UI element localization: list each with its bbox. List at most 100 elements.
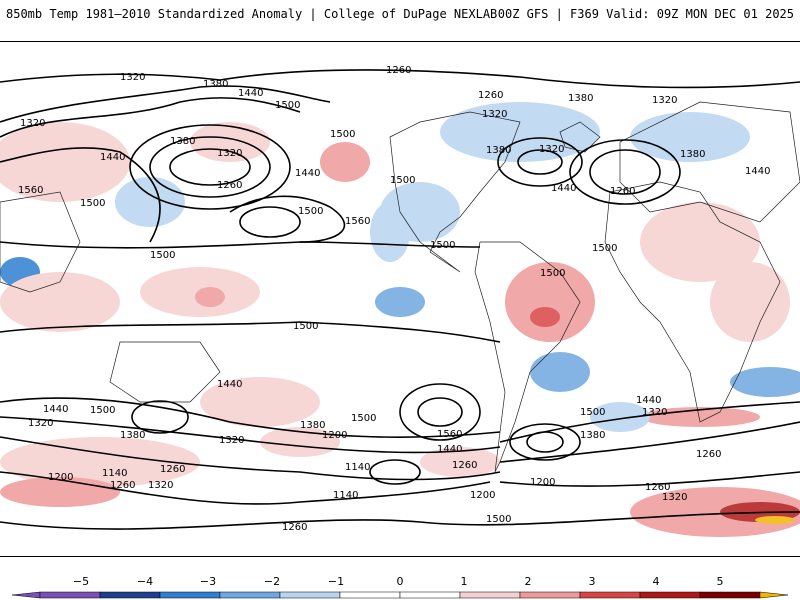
map-title: 850mb Temp 1981–2010 Standardized Anomal… [6, 7, 498, 21]
colorbar-swatch [159, 591, 221, 599]
contour-label: 1440 [100, 152, 125, 163]
contour-label: 1440 [437, 444, 462, 455]
colorbar-tick: −5 [73, 575, 89, 588]
colorbar-tick: −3 [200, 575, 216, 588]
contour-label: 1320 [219, 435, 244, 446]
contour-label: 1320 [217, 148, 242, 159]
contour-label: 1140 [345, 462, 370, 473]
contour-label: 1260 [696, 449, 721, 460]
colorbar-tick: −4 [137, 575, 153, 588]
contour-label: 1380 [680, 149, 705, 160]
contour-label: 1260 [452, 460, 477, 471]
color-scale-bar: −5 −4 −3 −2 −1 0 1 2 3 4 5 [0, 562, 800, 600]
contour-label: 1500 [150, 250, 175, 261]
contour-label: 1560 [437, 429, 462, 440]
contour-label: 1380 [300, 420, 325, 431]
contour-label: 1440 [295, 168, 320, 179]
colorbar-max-arrow [759, 591, 789, 599]
colorbar-tick: 3 [589, 575, 596, 588]
colorbar-svg: −5 −4 −3 −2 −1 0 1 2 3 4 5 [11, 575, 789, 599]
colorbar-tick: −1 [328, 575, 344, 588]
colorbar-tick-labels: −5 −4 −3 −2 −1 0 1 2 3 4 5 [73, 575, 724, 588]
contour-label: 1380 [170, 136, 195, 147]
contour-label: 1260 [217, 180, 242, 191]
colorbar-swatch [519, 591, 581, 599]
colorbar-tick: 0 [397, 575, 404, 588]
colorbar-swatch [399, 591, 461, 599]
colorbar-tick: 1 [461, 575, 468, 588]
contour-label: 1500 [330, 129, 355, 140]
contour-label: 1260 [282, 522, 307, 533]
contour-label: 1260 [478, 90, 503, 101]
contour-label: 1500 [580, 407, 605, 418]
contour-label: 1560 [18, 185, 43, 196]
contour-label: 1380 [568, 93, 593, 104]
contour-label: 1380 [203, 79, 228, 90]
contour-label: 1500 [90, 405, 115, 416]
colorbar-swatch [639, 591, 701, 599]
contour-label: 1260 [110, 480, 135, 491]
colorbar-tick: −2 [264, 575, 280, 588]
colorbar-swatch [339, 591, 401, 599]
contour-label: 1440 [43, 404, 68, 415]
contour-label: 1320 [120, 72, 145, 83]
colorbar-tick: 4 [653, 575, 660, 588]
contour-label: 1260 [160, 464, 185, 475]
contour-label: 1500 [592, 243, 617, 254]
contour-label: 1260 [386, 65, 411, 76]
world-map: 1320 1260 1380 1440 1500 1320 1380 1320 … [0, 41, 800, 557]
contour-label: 1500 [293, 321, 318, 332]
contour-label: 1320 [28, 418, 53, 429]
colorbar-min-arrow [11, 591, 41, 599]
contour-label: 1560 [345, 216, 370, 227]
contour-label: 1440 [217, 379, 242, 390]
model-valid-time: 00Z GFS | F369 Valid: 09Z MON DEC 01 202… [497, 7, 794, 21]
contour-labels: 1320 1260 1380 1440 1500 1320 1380 1320 … [18, 65, 770, 533]
contour-label: 1320 [539, 144, 564, 155]
colorbar-swatch [699, 591, 761, 599]
colorbar-swatch [579, 591, 641, 599]
contour-label: 1200 [48, 472, 73, 483]
contour-label: 1320 [148, 480, 173, 491]
anomaly-shading [0, 102, 800, 537]
contour-label: 1440 [238, 88, 263, 99]
contour-label: 1380 [120, 430, 145, 441]
anomaly-map-svg: 1320 1260 1380 1440 1500 1320 1380 1320 … [0, 65, 800, 537]
contour-label: 1260 [645, 482, 670, 493]
colorbar-swatches [11, 591, 789, 599]
contour-label: 1320 [652, 95, 677, 106]
contour-label: 1320 [482, 109, 507, 120]
contour-label: 1500 [275, 100, 300, 111]
coastlines [0, 101, 800, 473]
contour-label: 1380 [580, 430, 605, 441]
contour-label: 1140 [102, 468, 127, 479]
contour-label: 1380 [486, 145, 511, 156]
contour-label: 1500 [486, 514, 511, 525]
contour-label: 1440 [551, 183, 576, 194]
contour-label: 1320 [662, 492, 687, 503]
contour-label: 1440 [636, 395, 661, 406]
contour-label: 1500 [540, 268, 565, 279]
colorbar-tick: 2 [525, 575, 532, 588]
map-header: 850mb Temp 1981–2010 Standardized Anomal… [0, 0, 800, 30]
contour-label: 1140 [333, 490, 358, 501]
height-contours [0, 69, 800, 530]
colorbar-swatch [459, 591, 521, 599]
contour-label: 1500 [430, 240, 455, 251]
contour-label: 1500 [351, 413, 376, 424]
contour-label: 1200 [530, 477, 555, 488]
contour-label: 1440 [745, 166, 770, 177]
contour-label: 1200 [470, 490, 495, 501]
contour-label: 1500 [390, 175, 415, 186]
colorbar-swatch [99, 591, 161, 599]
contour-label: 1500 [298, 206, 323, 217]
contour-label: 1500 [80, 198, 105, 209]
contour-label: 1320 [20, 118, 45, 129]
colorbar-swatch [279, 591, 341, 599]
contour-label: 1200 [322, 430, 347, 441]
colorbar-tick: 5 [717, 575, 724, 588]
colorbar-swatch [39, 591, 101, 599]
contour-label: 1320 [642, 407, 667, 418]
contour-label: 1260 [610, 186, 635, 197]
colorbar-swatch [219, 591, 281, 599]
